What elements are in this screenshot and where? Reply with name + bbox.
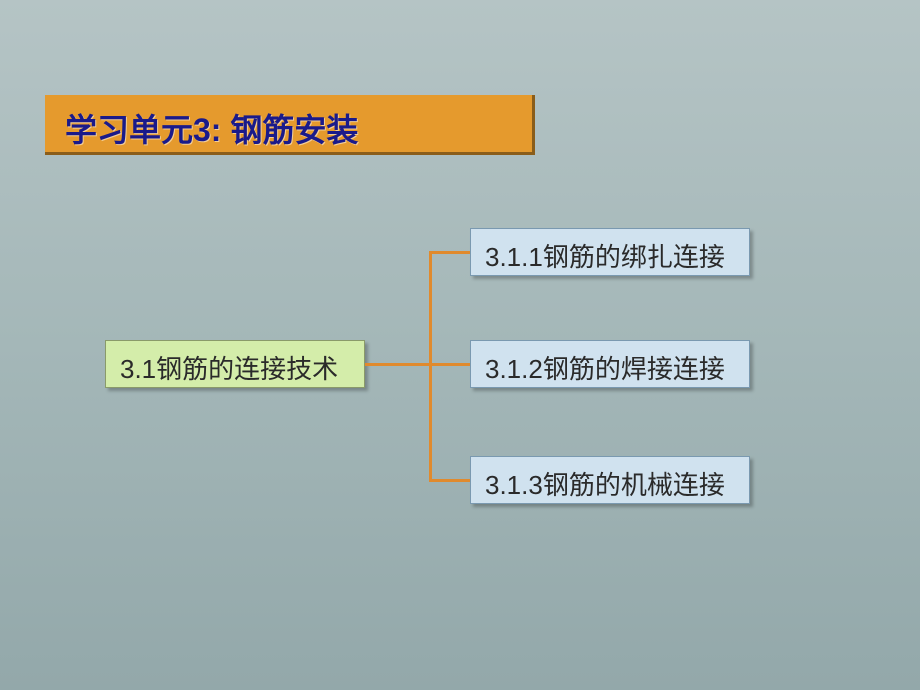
connector-line bbox=[365, 363, 430, 366]
child-node-label-2: 3.1.3钢筋的机械连接 bbox=[485, 470, 725, 500]
connector-line bbox=[429, 479, 471, 482]
child-node-1: 3.1.2钢筋的焊接连接 bbox=[470, 340, 750, 388]
title-box: 学习单元3: 钢筋安装 bbox=[45, 95, 535, 155]
page-title: 学习单元3: 钢筋安装 bbox=[45, 95, 532, 161]
child-node-label-0: 3.1.1钢筋的绑扎连接 bbox=[485, 242, 725, 272]
connector-line bbox=[429, 251, 471, 254]
child-node-label-1: 3.1.2钢筋的焊接连接 bbox=[485, 354, 725, 384]
connector-line bbox=[429, 363, 471, 366]
connector-line bbox=[429, 251, 432, 482]
parent-node: 3.1钢筋的连接技术 bbox=[105, 340, 365, 388]
child-node-2: 3.1.3钢筋的机械连接 bbox=[470, 456, 750, 504]
parent-node-label: 3.1钢筋的连接技术 bbox=[120, 354, 338, 384]
child-node-0: 3.1.1钢筋的绑扎连接 bbox=[470, 228, 750, 276]
